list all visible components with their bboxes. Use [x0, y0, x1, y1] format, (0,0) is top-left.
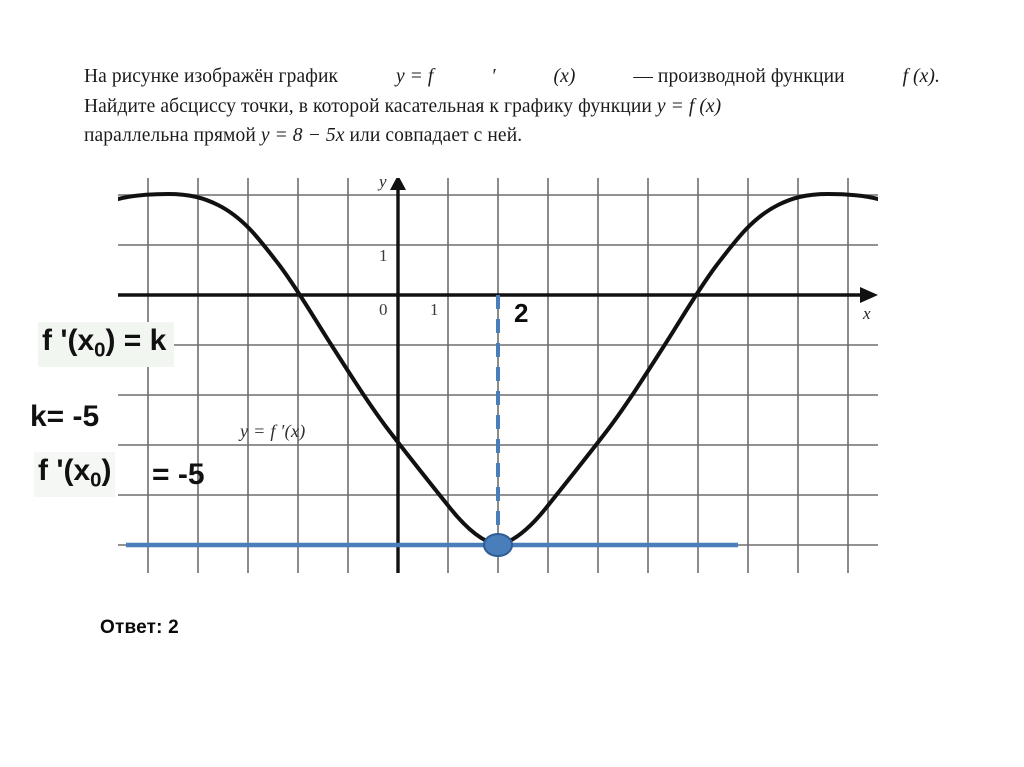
annotation-derivative-equals-k: f '(x0) = k: [38, 322, 175, 367]
graph-svg: [118, 178, 878, 573]
problem-statement: На рисунке изображён график y = f ′ (x) …: [84, 62, 940, 151]
problem-line-1-math-2: f (x).: [902, 66, 940, 87]
problem-line-3-text-a: параллельна прямой: [84, 125, 261, 147]
x-axis-label: x: [863, 304, 871, 323]
problem-line-2-text: Найдите абсциссу точки, в которой касате…: [84, 95, 657, 117]
annotation-fx0-subscript: 0: [94, 339, 106, 362]
y-axis-label: y: [379, 172, 387, 191]
problem-line-2-math: y = f (x): [656, 95, 722, 117]
problem-line-1-text-a: На рисунке изображён график: [84, 66, 339, 87]
problem-line-3-math: y = 8 − 5x: [260, 125, 345, 147]
x-axis: [118, 287, 878, 303]
graph-plot: y x 1 0 1 y = f ′(x) 2: [118, 172, 878, 573]
problem-line-1-text-b: — производной функции: [633, 66, 845, 87]
annotation-fx0-value-subscript: 0: [90, 469, 102, 492]
problem-line-1-prime: ′: [491, 66, 496, 87]
tick-label-origin: 0: [379, 300, 388, 319]
minimum-point-marker: [483, 533, 513, 557]
marker-value-label: 2: [514, 298, 529, 328]
annotation-k-value: k= -5: [26, 398, 110, 438]
annotation-fx0-value-suffix: ): [101, 454, 112, 487]
grid-vertical-lines: [147, 178, 849, 573]
problem-line-1: На рисунке изображён график y = f ′ (x) …: [84, 62, 940, 92]
problem-line-1-math-1: y = f: [395, 66, 434, 87]
problem-line-3: параллельна прямой y = 8 − 5x или совпад…: [84, 121, 940, 151]
y-axis: [390, 178, 406, 573]
problem-line-2: Найдите абсциссу точки, в которой касате…: [84, 92, 940, 122]
annotation-fx0-prefix: f '(x: [42, 324, 95, 357]
annotation-derivative-equals-minus5: = -5: [152, 458, 205, 491]
curve-function-label: y = f ′(x): [240, 421, 306, 441]
tick-label-y-1: 1: [379, 246, 388, 265]
problem-line-1-math-1c: (x): [553, 66, 576, 87]
annotation-derivative-value: f '(x0): [34, 452, 116, 497]
problem-line-3-text-b: или совпадает с ней.: [344, 125, 523, 147]
annotation-fx0-value-prefix: f '(x: [38, 454, 91, 487]
annotation-fx0-suffix: ) = k: [105, 324, 167, 357]
tick-label-x-1: 1: [430, 300, 439, 319]
answer-label: Ответ: 2: [100, 617, 179, 638]
